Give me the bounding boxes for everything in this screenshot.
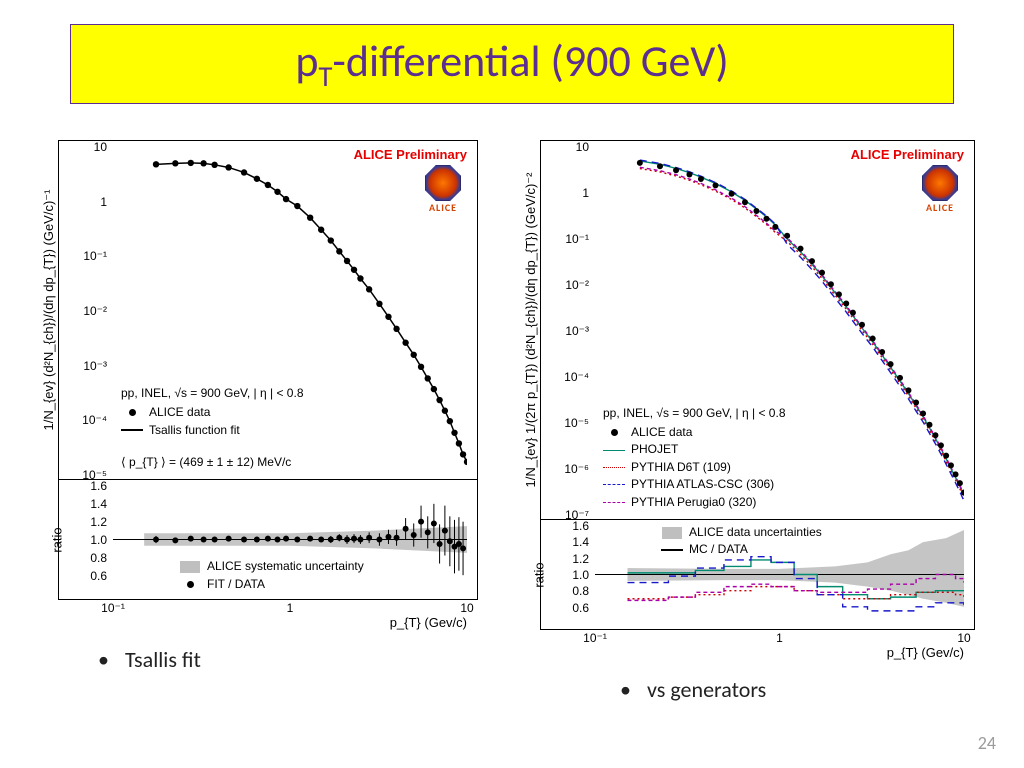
right-ratio-plot: ratio 0.60.81.01.21.41.6 ALICE data unce…	[540, 520, 975, 630]
left-ratio-legend: ALICE systematic uncertaintyFIT / DATA	[179, 558, 364, 593]
right-main-plot: 1/N_{ev} 1/(2π p_{T}) (d²N_{ch})/(dη dp_…	[540, 140, 975, 520]
title-bar: pT-differential (900 GeV)	[70, 24, 954, 104]
left-panel: 1/N_{ev} (d²N_{ch})/(dη dp_{T}) (GeV/c)⁻…	[58, 140, 478, 673]
right-main-yaxis: 10⁻⁷10⁻⁶10⁻⁵10⁻⁴10⁻³10⁻²10⁻¹110	[541, 141, 595, 519]
left-main-plot: 1/N_{ev} (d²N_{ch})/(dη dp_{T}) (GeV/c)⁻…	[58, 140, 478, 480]
left-ratio-plot: ratio 0.60.81.01.21.41.6 ALICE systemati…	[58, 480, 478, 600]
slide-title: pT-differential (900 GeV)	[295, 34, 728, 94]
left-xaxis: p_{T} (Gev/c) 10⁻¹110	[113, 599, 467, 633]
right-panel: 1/N_{ev} 1/(2π p_{T}) (d²N_{ch})/(dη dp_…	[540, 140, 975, 703]
right-ratio-yaxis: 0.60.81.01.21.41.6	[541, 520, 595, 629]
left-xlabel: p_{T} (Gev/c)	[390, 615, 467, 630]
right-caption: •vs generators	[540, 676, 975, 703]
right-xaxis: p_{T} (Gev/c) 10⁻¹110	[595, 629, 964, 663]
right-ratio-legend: ALICE data uncertaintiesMC / DATA	[661, 524, 822, 559]
left-caption: •Tsallis fit	[58, 646, 478, 673]
left-main-legend: pp, INEL, √s = 900 GeV, | η | < 0.8ALICE…	[121, 385, 304, 439]
right-ylabel: 1/N_{ev} 1/(2π p_{T}) (d²N_{ch})/(dη dp_…	[523, 173, 539, 488]
left-ratio-yaxis: 0.60.81.01.21.41.6	[59, 480, 113, 599]
left-main-yaxis: 10⁻⁵10⁻⁴10⁻³10⁻²10⁻¹110	[59, 141, 113, 479]
left-ylabel: 1/N_{ev} (d²N_{ch})/(dη dp_{T}) (GeV/c)⁻…	[41, 190, 57, 431]
right-xlabel: p_{T} (Gev/c)	[887, 645, 964, 660]
slide-number: 24	[978, 732, 996, 754]
right-main-legend: pp, INEL, √s = 900 GeV, | η | < 0.8ALICE…	[603, 405, 786, 511]
left-pt-text: ⟨ p_{T} ⟩ = (469 ± 1 ± 12) MeV/c	[121, 454, 291, 471]
